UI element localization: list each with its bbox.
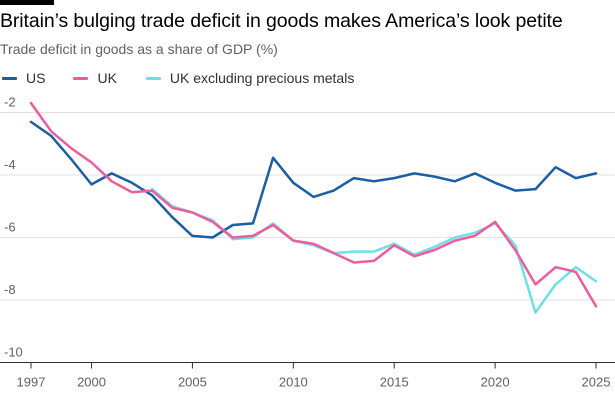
x-tick-label: 2015 bbox=[380, 375, 409, 390]
legend-label-us: US bbox=[26, 70, 46, 86]
y-tick-label: -4 bbox=[4, 157, 16, 172]
brand-bar bbox=[0, 0, 54, 5]
series-lines bbox=[29, 101, 598, 314]
legend-swatch-uk-ex bbox=[145, 76, 161, 80]
legend-swatch-us bbox=[2, 76, 17, 80]
legend-item-us: US bbox=[2, 70, 45, 86]
chart-title: Britain’s bulging trade deficit in goods… bbox=[0, 10, 563, 32]
x-tick-label: 2025 bbox=[582, 375, 611, 390]
y-tick-label: -8 bbox=[4, 282, 16, 297]
y-tick-label: -2 bbox=[4, 95, 16, 110]
series-line-uk-ex bbox=[150, 187, 598, 314]
chart-subtitle: Trade deficit in goods as a share of GDP… bbox=[0, 41, 278, 57]
legend-label-uk: UK bbox=[97, 70, 117, 86]
series-line-uk bbox=[29, 101, 598, 308]
legend-label-uk-ex: UK excluding precious metals bbox=[169, 70, 355, 86]
y-tick-label: -10 bbox=[4, 345, 23, 360]
tick-labels: -2 -4 -6 -8 -10 1997 2000 2005 2010 2015 2020 2025 bbox=[4, 95, 610, 390]
legend-swatch-uk bbox=[73, 76, 89, 80]
x-tick-label: 2010 bbox=[279, 375, 308, 390]
x-tick-label: 2020 bbox=[481, 375, 510, 390]
legend: US UK UK excluding precious metals bbox=[0, 68, 354, 88]
legend-item-uk: UK bbox=[73, 70, 117, 86]
x-tick-label: 2005 bbox=[178, 375, 207, 390]
gridlines bbox=[0, 112, 615, 363]
y-tick-label: -6 bbox=[4, 220, 16, 235]
x-tick-label: 1997 bbox=[17, 375, 46, 390]
legend-item-uk-ex: UK excluding precious metals bbox=[145, 70, 355, 86]
x-tick-label: 2000 bbox=[77, 375, 106, 390]
series-line-us bbox=[29, 120, 598, 239]
